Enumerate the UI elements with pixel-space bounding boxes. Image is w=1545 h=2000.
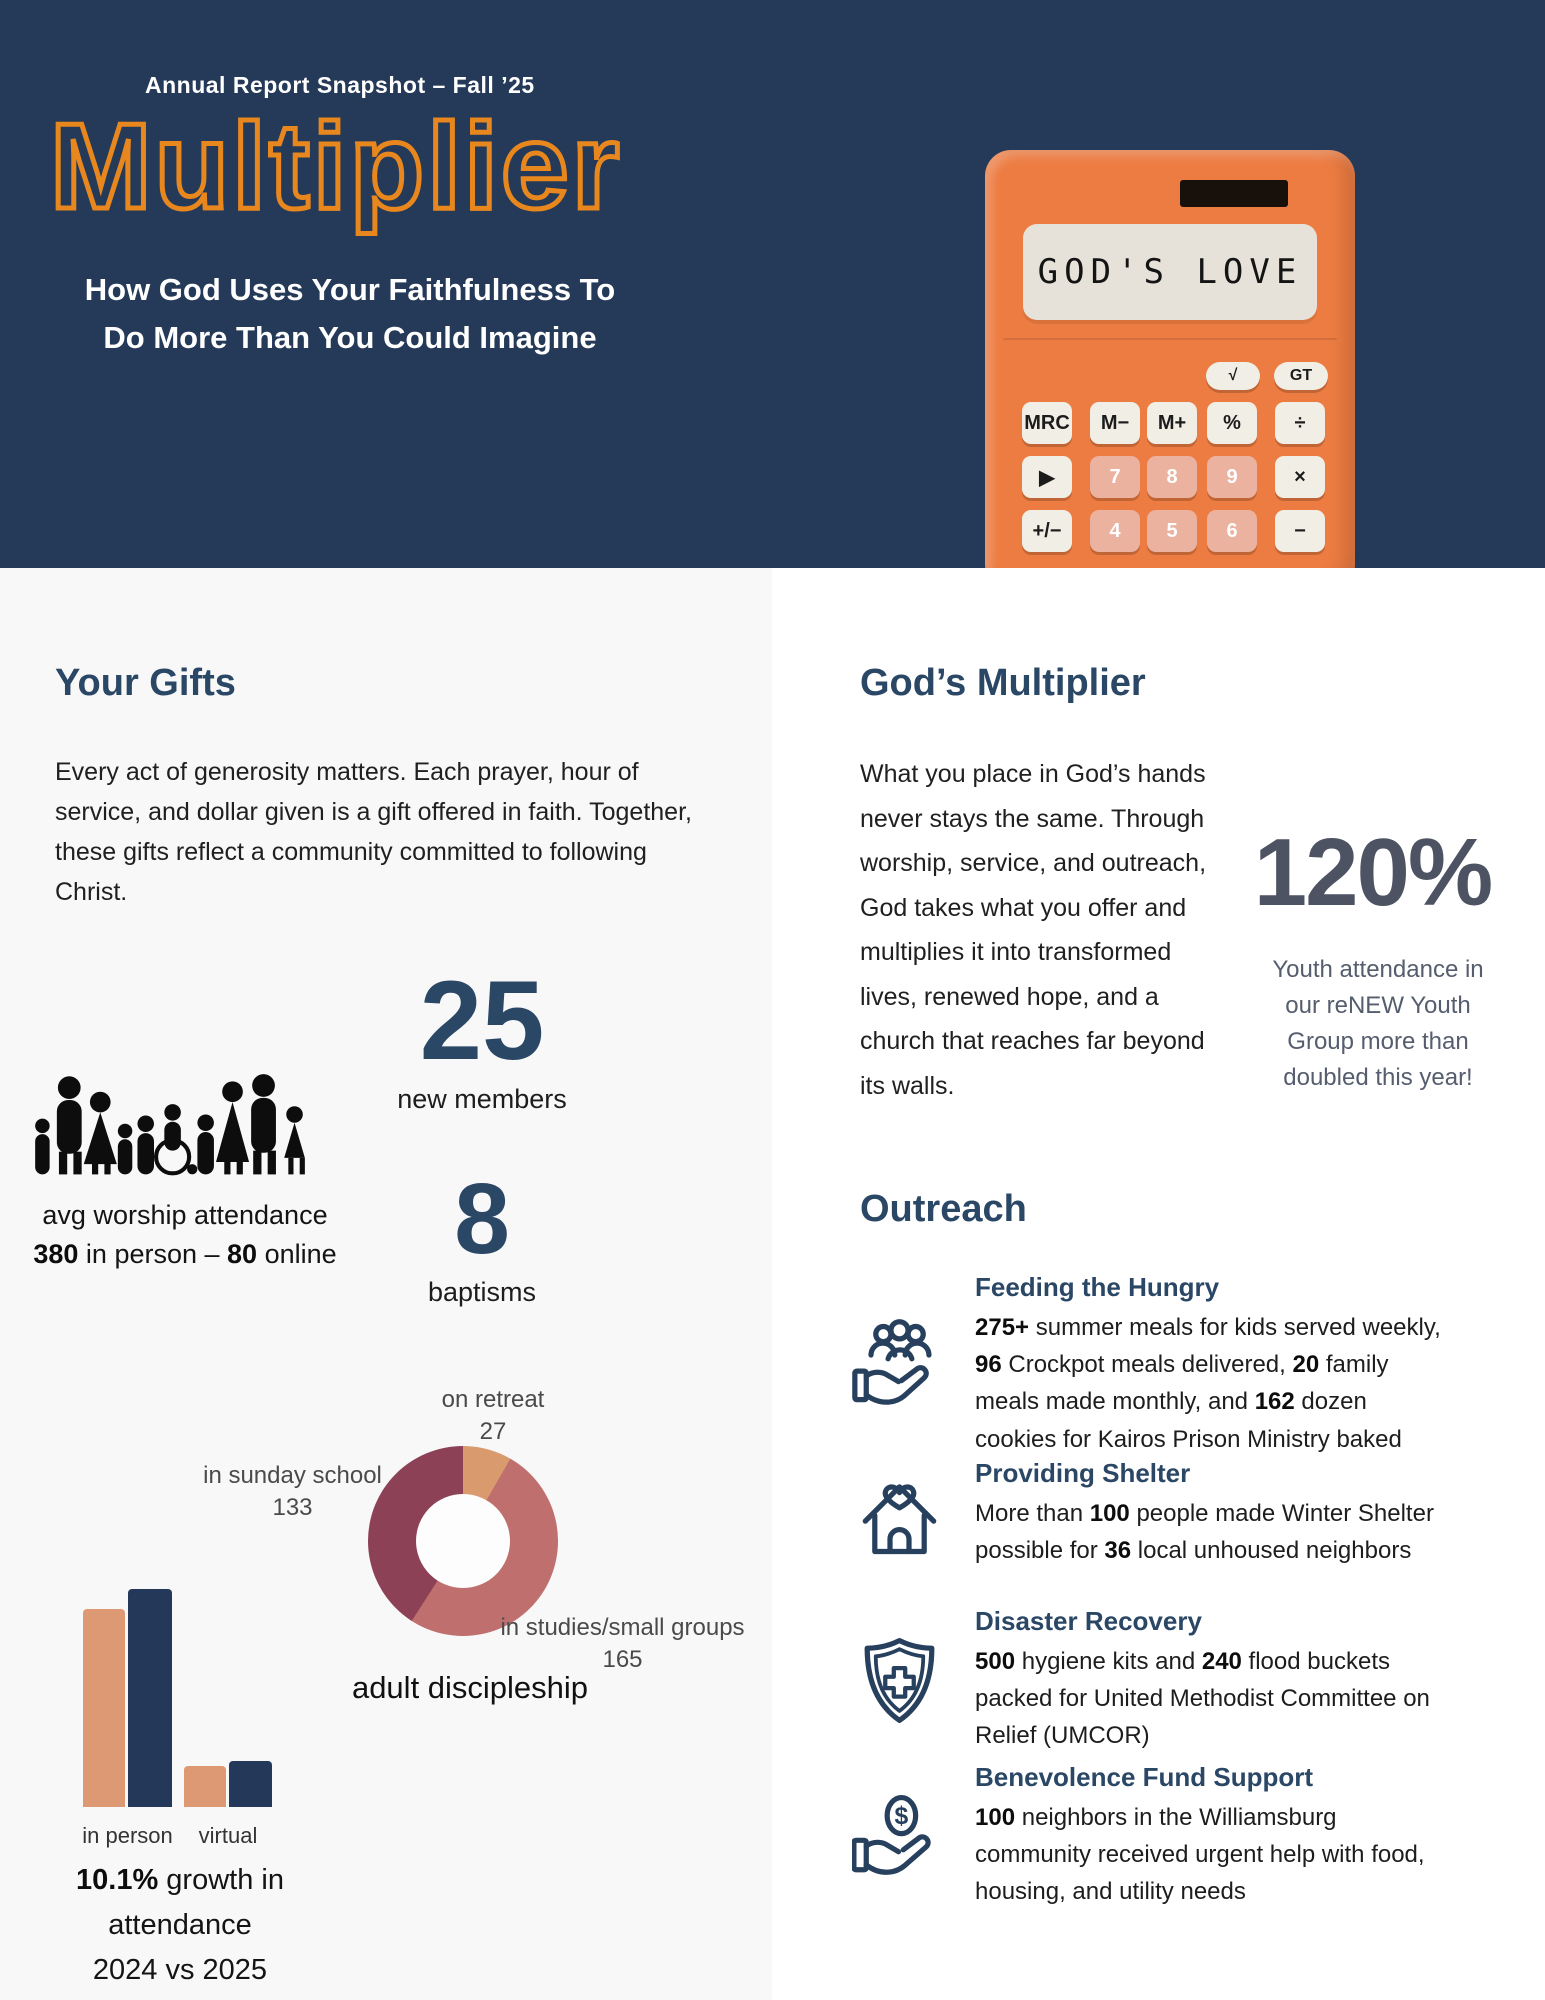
donut-label-sunday-school: in sunday school 133 [203, 1462, 382, 1522]
calculator-bezel-line [1003, 338, 1337, 340]
calculator-key-mplus: M+ [1147, 402, 1197, 444]
outreach-item-body: 100 neighbors in the Williamsburg commun… [975, 1804, 1425, 1906]
eyebrow-text: Annual Report Snapshot – Fall ’25 [145, 72, 535, 98]
outreach-item-shelter: Providing Shelter More than 100 people m… [852, 1458, 1477, 1569]
page-title: Multiplier [47, 96, 623, 237]
calculator-key-minus: − [1275, 510, 1325, 552]
subtitle-line-2: Do More Than You Could Imagine [103, 320, 597, 356]
shield-cross-icon [852, 1628, 947, 1733]
youth-attendance-stat-caption: Youth attendance in our reNEW Youth Grou… [1272, 956, 1484, 1091]
calculator-gt-button: GT [1274, 362, 1328, 390]
attendance-caption-line1: avg worship attendance [42, 1200, 328, 1230]
outreach-item-title: Benevolence Fund Support [975, 1762, 1314, 1792]
your-gifts-heading: Your Gifts [55, 662, 236, 704]
calculator-key-5: 5 [1147, 510, 1197, 552]
calculator-display-text: GOD'S LOVE [1037, 252, 1303, 292]
bar-2025-in-person [128, 1589, 172, 1807]
growth-caption-line1: 10.1% growth in attendance [76, 1864, 284, 1941]
dollar-hand-icon: $ [852, 1784, 947, 1889]
outreach-item-title: Disaster Recovery [975, 1606, 1202, 1636]
calculator-key-divide: ÷ [1275, 402, 1325, 444]
calculator-key-percent: % [1207, 402, 1257, 444]
attendance-bar-chart [60, 1589, 320, 1807]
page-subtitle: How God Uses Your Faithfulness To Do Mor… [70, 266, 630, 362]
calculator-sqrt-button: √ [1206, 362, 1260, 390]
svg-text:$: $ [895, 1803, 909, 1830]
outreach-item-title: Providing Shelter [975, 1458, 1191, 1488]
bar-2025-virtual [229, 1761, 272, 1807]
house-heart-icon [852, 1461, 947, 1566]
new-members-label: new members [397, 1084, 567, 1115]
outreach-item-disaster: Disaster Recovery 500 hygiene kits and 2… [852, 1606, 1477, 1755]
bar-2024-in-person [83, 1609, 125, 1807]
outreach-item-feeding: Feeding the Hungry 275+ summer meals for… [852, 1272, 1477, 1458]
calculator-key-4: 4 [1090, 510, 1140, 552]
calculator-key-7: 7 [1090, 456, 1140, 498]
calculator-key-8: 8 [1147, 456, 1197, 498]
family-silhouette-image [35, 1074, 305, 1176]
calculator-image: GOD'S LOVE √ GT MRC M− M+ % ÷ ▶ 7 8 9 × … [985, 150, 1355, 568]
adult-discipleship-donut-chart [368, 1446, 558, 1636]
outreach-item-benevolence: $ Benevolence Fund Support 100 neighbors… [852, 1762, 1477, 1911]
new-members-stat: 25 new members [382, 958, 582, 1115]
growth-caption: 10.1% growth in attendance 2024 vs 2025 [15, 1858, 345, 1993]
outreach-item-text: Benevolence Fund Support 100 neighbors i… [975, 1762, 1447, 1911]
outreach-item-body: More than 100 people made Winter Shelter… [975, 1500, 1434, 1565]
outreach-item-body: 275+ summer meals for kids served weekly… [975, 1314, 1441, 1453]
new-members-value: 25 [419, 958, 545, 1083]
baptisms-value: 8 [454, 1163, 510, 1275]
donut-label-on-retreat: on retreat 27 [441, 1386, 545, 1446]
calculator-key-multiply: × [1275, 456, 1325, 498]
outreach-item-text: Disaster Recovery 500 hygiene kits and 2… [975, 1606, 1447, 1755]
subtitle-line-1: How God Uses Your Faithfulness To [84, 272, 616, 307]
outreach-item-text: Providing Shelter More than 100 people m… [975, 1458, 1447, 1569]
calculator-display: GOD'S LOVE [1023, 224, 1317, 320]
donut-chart-title: adult discipleship [351, 1670, 589, 1705]
baptisms-stat: 8 baptisms [382, 1163, 582, 1308]
calculator-key-9: 9 [1207, 456, 1257, 498]
bar-category-in-person: in person [82, 1823, 173, 1848]
bar-category-virtual: virtual [198, 1823, 258, 1848]
outreach-item-body: 500 hygiene kits and 240 flood buckets p… [975, 1648, 1430, 1750]
community-hand-icon [852, 1312, 947, 1417]
attendance-caption: avg worship attendance 380 in person – 8… [18, 1196, 352, 1274]
bar-2024-virtual [184, 1765, 226, 1807]
calculator-key-6: 6 [1207, 510, 1257, 552]
youth-attendance-stat-value: 120% [1253, 819, 1494, 926]
right-column-background [772, 568, 1545, 2000]
donut-label-studies-small-groups: in studies/small groups 165 [500, 1614, 745, 1674]
calculator-key-plusminus: +/− [1022, 510, 1072, 552]
calculator-key-arrow: ▶ [1022, 456, 1072, 498]
outreach-item-text: Feeding the Hungry 275+ summer meals for… [975, 1272, 1447, 1458]
gods-multiplier-heading: God’s Multiplier [860, 662, 1146, 704]
calculator-key-mrc: MRC [1022, 402, 1072, 444]
calculator-key-mminus: M− [1090, 402, 1140, 444]
calculator-solar-panel [1180, 180, 1288, 207]
baptisms-label: baptisms [427, 1277, 537, 1307]
attendance-caption-line2: 380 in person – 80 online [33, 1239, 337, 1270]
outreach-heading: Outreach [860, 1188, 1027, 1230]
outreach-item-title: Feeding the Hungry [975, 1272, 1220, 1302]
gods-multiplier-paragraph: What you place in God’s hands never stay… [860, 760, 1207, 1100]
your-gifts-paragraph: Every act of generosity matters. Each pr… [55, 758, 692, 906]
header-banner: Annual Report Snapshot – Fall ’25 Multip… [0, 0, 1545, 568]
growth-caption-line2: 2024 vs 2025 [92, 1953, 268, 1986]
